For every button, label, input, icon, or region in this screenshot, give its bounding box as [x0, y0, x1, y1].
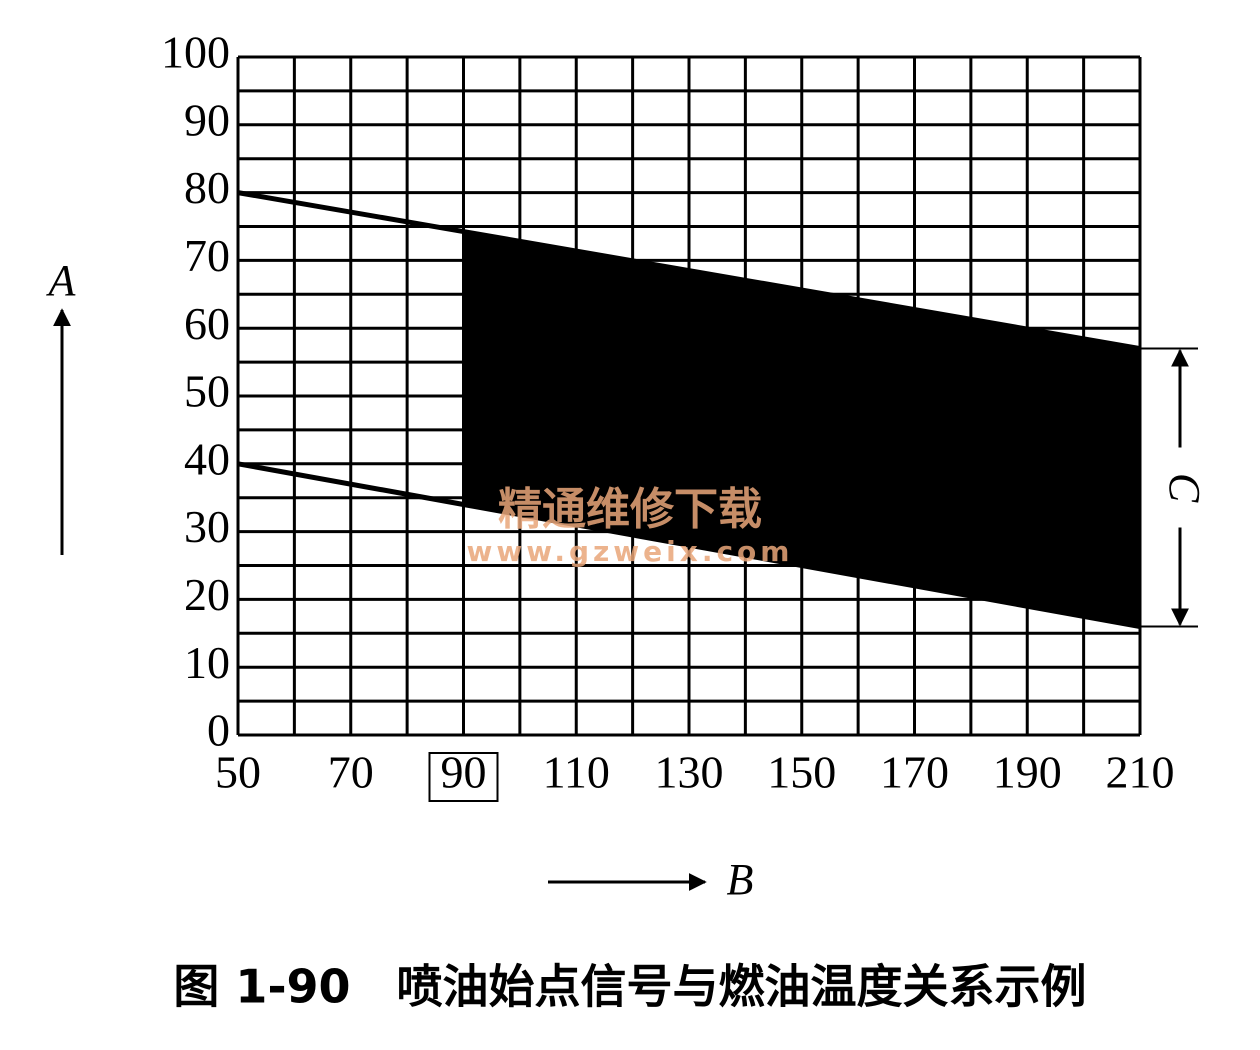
caption: 图 1-90 喷油始点信号与燃油温度关系示例: [173, 960, 1086, 1014]
x-tick-label: 70: [328, 747, 374, 798]
x-axis-label: B: [727, 855, 754, 904]
watermark: 精通维修下载: [498, 484, 762, 535]
y-tick-label: 90: [184, 94, 230, 145]
y-tick-label: 50: [184, 366, 230, 417]
shaded-band: [463, 231, 1140, 627]
y-axis-label: A: [46, 256, 77, 305]
y-tick-label: 40: [184, 433, 230, 484]
x-tick-label: 130: [655, 747, 724, 798]
y-tick-label: 0: [207, 705, 230, 756]
series-line: [237, 461, 1141, 629]
y-tick-label: 100: [161, 27, 230, 78]
series-line: [237, 190, 1141, 352]
x-tick-label: 50: [215, 747, 261, 798]
y-tick-label: 70: [184, 230, 230, 281]
y-tick-label: 60: [184, 298, 230, 349]
x-tick-label: 170: [880, 747, 949, 798]
watermark: www.gzweix.com: [467, 535, 794, 568]
x-tick-label: 90: [441, 747, 487, 798]
x-tick-label: 110: [543, 747, 610, 798]
x-tick-label: 190: [993, 747, 1062, 798]
annotation: C: [1160, 473, 1209, 503]
y-tick-label: 10: [184, 637, 230, 688]
x-tick-label: 150: [767, 747, 836, 798]
x-tick-label: 210: [1106, 747, 1175, 798]
y-tick-label: 80: [184, 162, 230, 213]
y-tick-label: 20: [184, 569, 230, 620]
y-tick-label: 30: [184, 501, 230, 552]
tick-box: [428, 752, 499, 802]
